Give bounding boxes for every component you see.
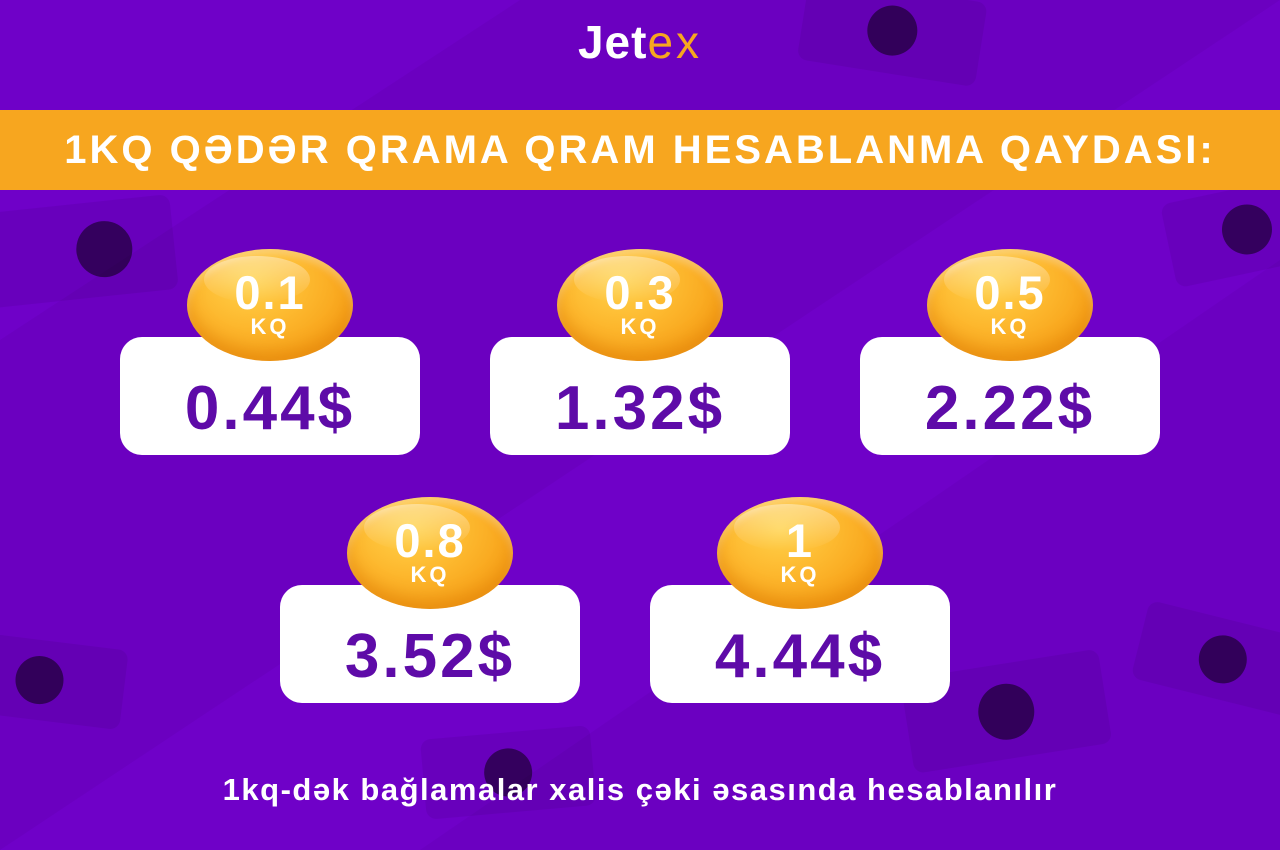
- weight-unit: KQ: [780, 562, 820, 587]
- brand-logo: Jetex: [0, 16, 1280, 68]
- weight-coin-icon: 0.5 KQ: [927, 249, 1093, 361]
- weight-value: 0.1: [234, 266, 306, 319]
- brand-logo-secondary: ex: [647, 16, 703, 68]
- banner-title: 1KQ QƏDƏR QRAMA QRAM HESABLANMA QAYDASI:: [64, 127, 1216, 172]
- price-card: 0.8 KQ 3.52$: [280, 497, 580, 703]
- weight-value: 0.8: [394, 514, 466, 567]
- weight-value: 1: [785, 514, 815, 567]
- brand-logo-primary: Jet: [577, 16, 648, 68]
- weight-coin-icon: 0.3 KQ: [557, 249, 723, 361]
- price-card: 0.3 KQ 1.32$: [490, 249, 790, 455]
- price-value: 3.52$: [344, 621, 516, 691]
- weight-coin-icon: 0.8 KQ: [347, 497, 513, 609]
- weight-value: 0.5: [974, 266, 1046, 319]
- price-value: 2.22$: [924, 373, 1096, 443]
- weight-unit: KQ: [250, 314, 290, 339]
- weight-unit: KQ: [990, 314, 1030, 339]
- weight-unit: KQ: [620, 314, 660, 339]
- weight-coin-icon: 0.1 KQ: [187, 249, 353, 361]
- weight-coin-icon: 1 KQ: [717, 497, 883, 609]
- title-banner: 1KQ QƏDƏR QRAMA QRAM HESABLANMA QAYDASI:: [0, 110, 1280, 190]
- price-value: 0.44$: [184, 373, 356, 443]
- price-card: 1 KQ 4.44$: [650, 497, 950, 703]
- weight-unit: KQ: [410, 562, 450, 587]
- footer-note: 1kq-dək bağlamalar xalis çəki əsasında h…: [222, 772, 1058, 807]
- price-value: 4.44$: [714, 621, 886, 691]
- price-card: 0.5 KQ 2.22$: [860, 249, 1160, 455]
- weight-value: 0.3: [604, 266, 676, 319]
- price-card: 0.1 KQ 0.44$: [120, 249, 420, 455]
- price-value: 1.32$: [554, 373, 726, 443]
